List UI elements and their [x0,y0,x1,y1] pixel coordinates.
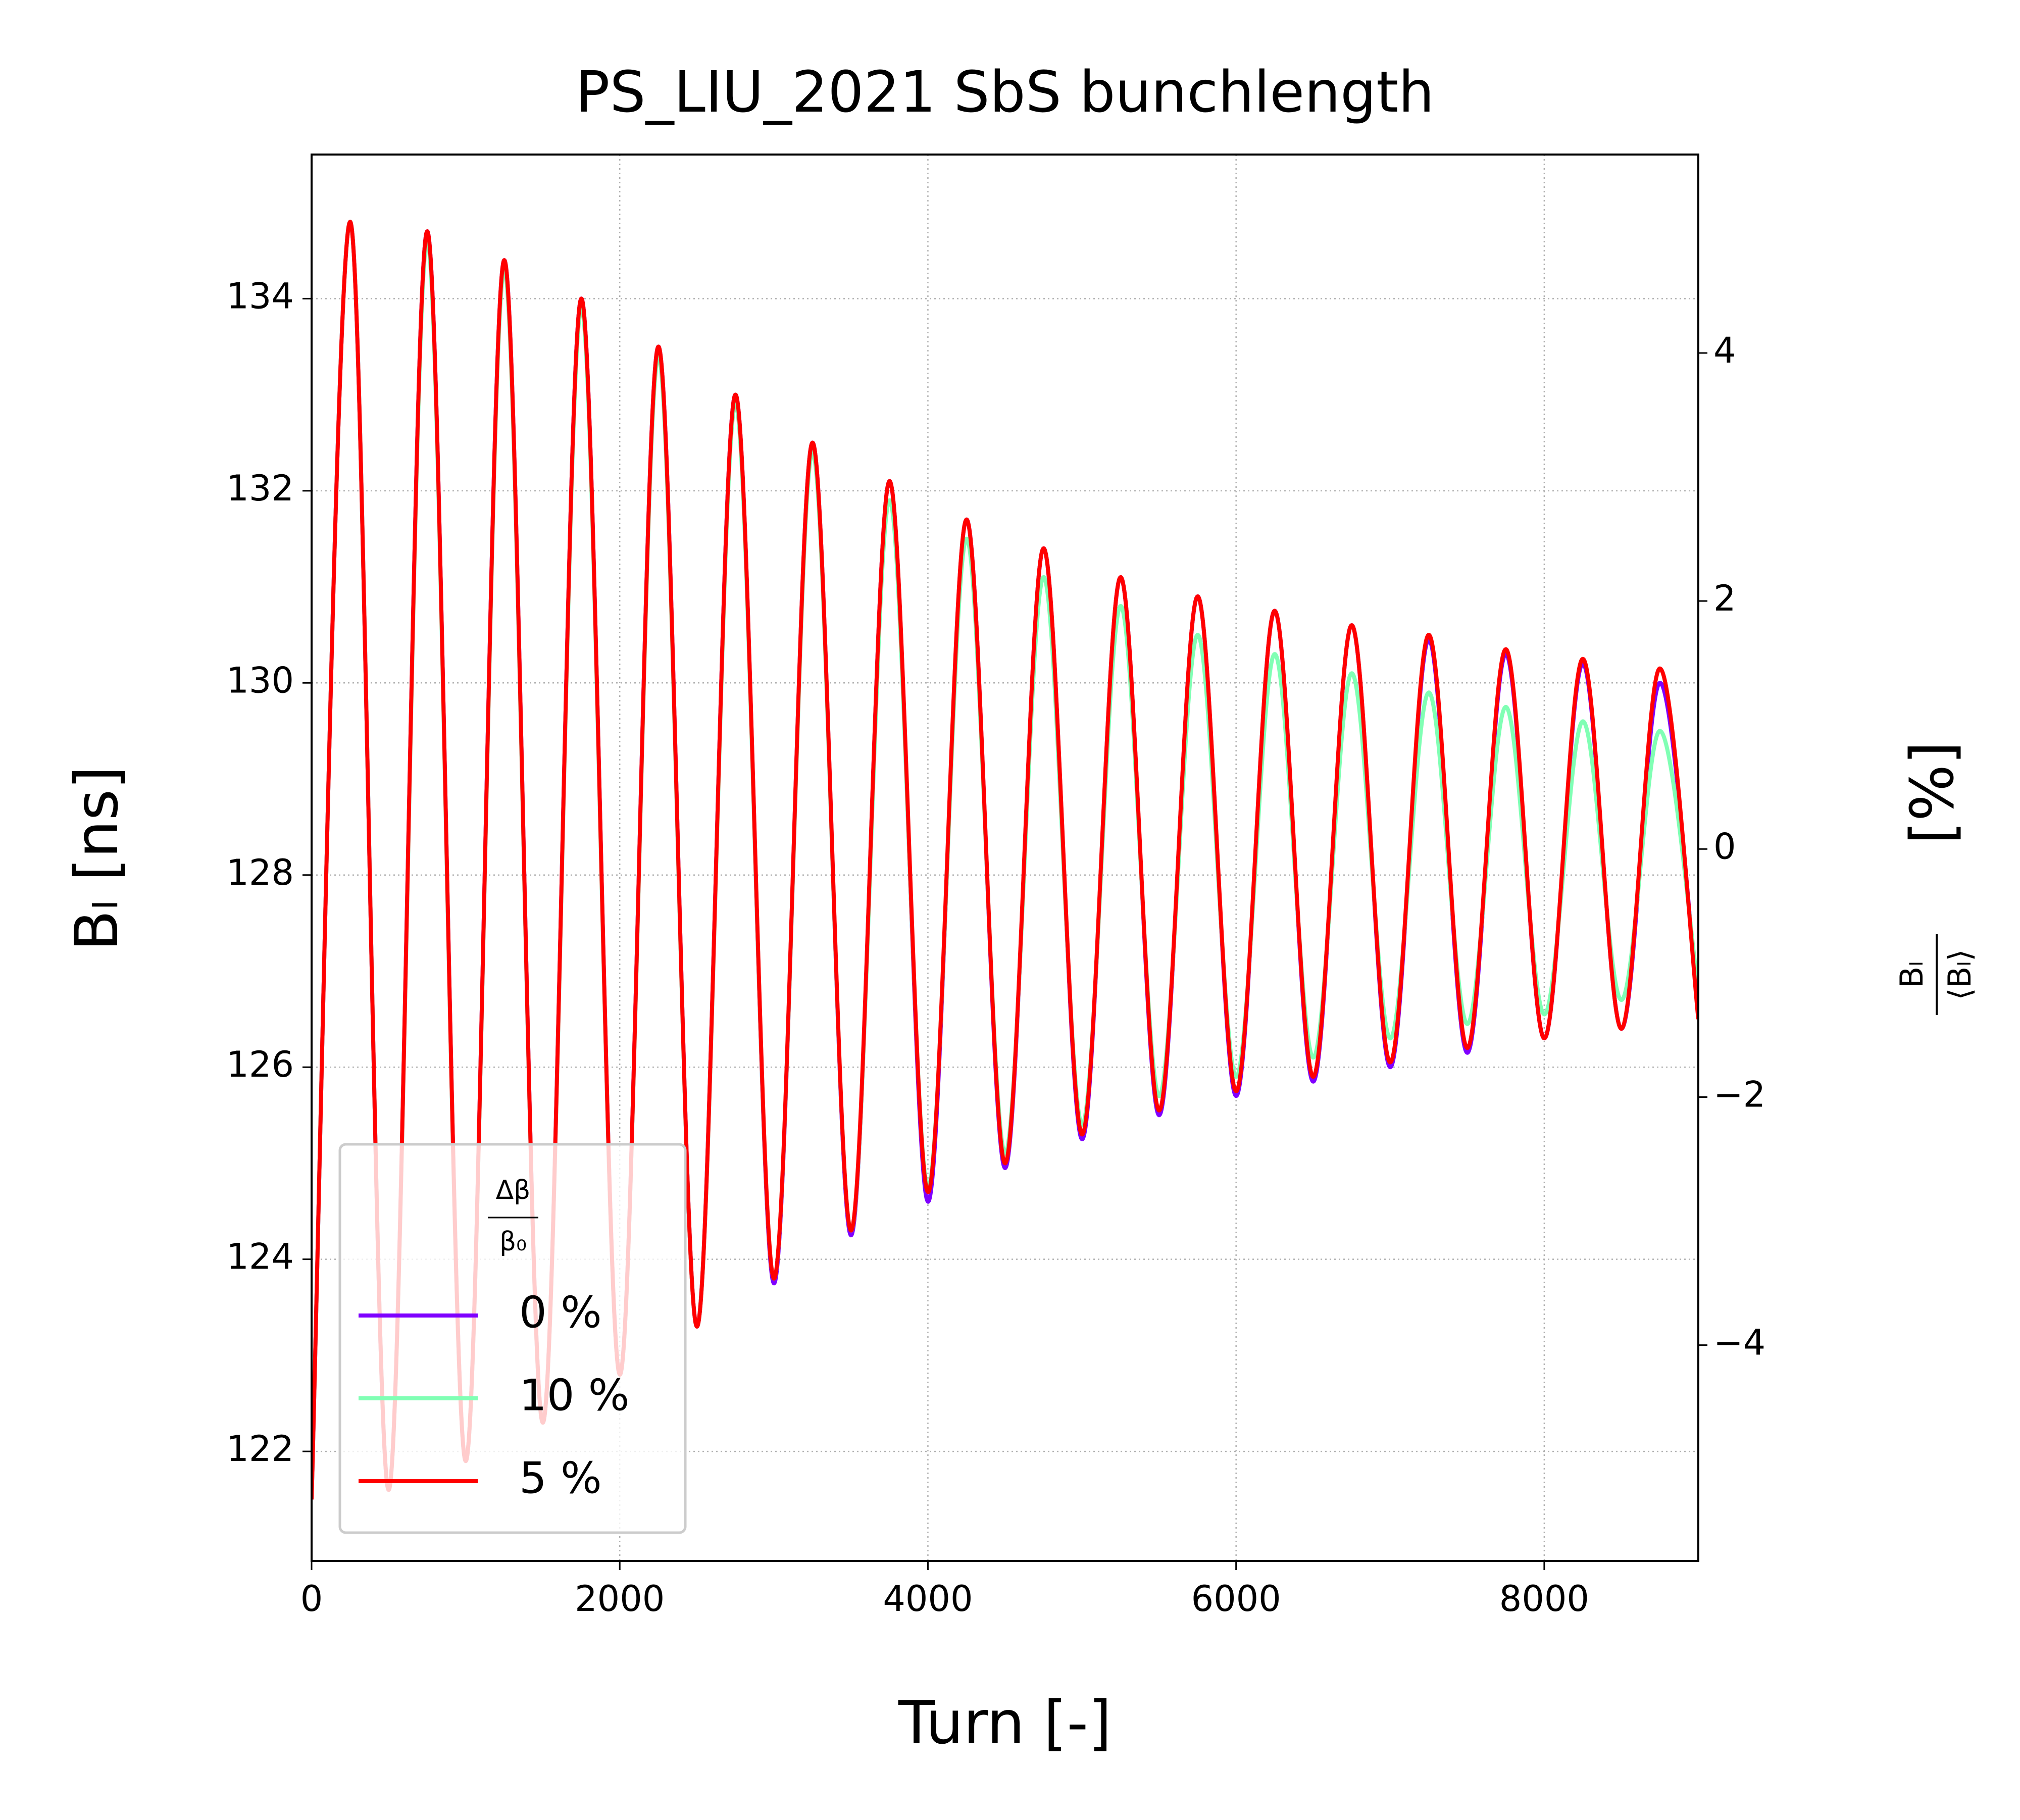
y-tick-label: 124 [226,1236,294,1278]
legend-label: 0 % [519,1287,602,1338]
y2-tick-label: 4 [1713,330,1736,371]
legend-label: 10 % [519,1370,630,1421]
legend-items: 0 % 10 % 5 % [359,1287,630,1503]
y-tick-label: 128 [226,852,294,893]
y2-label-unit: [%] [1897,741,1967,844]
legend-label: 5 % [519,1453,602,1503]
y-tick-label: 122 [226,1428,294,1470]
y2-tick-label: 2 [1713,578,1736,619]
y2-tick-label: −4 [1713,1322,1765,1363]
y2-label-numerator: Bₗ [1893,962,1930,988]
legend: Δβ β₀ 0 % 10 % 5 % [338,1143,687,1534]
y-tick-label: 132 [226,468,294,509]
legend-box [338,1143,687,1534]
x-tick-label: 2000 [575,1578,665,1620]
legend-title-denominator: β₀ [499,1227,527,1257]
x-axis-label: Turn [-] [898,1688,1112,1757]
x-tick-label: 8000 [1499,1578,1589,1620]
plot-area [311,155,1698,1561]
y-tick-label: 130 [226,660,294,701]
y2-tick-label: −2 [1713,1074,1765,1116]
x-tick-label: 4000 [883,1578,973,1620]
legend-title-numerator: Δβ [496,1175,531,1205]
y2-label-denominator: ⟨Bₗ⟩ [1941,949,1978,1000]
y2-axis-label: Bₗ ⟨Bₗ⟩ [%] [1893,741,1978,1015]
x-tick-label: 0 [300,1578,323,1620]
y-tick-label: 126 [226,1044,294,1085]
y-tick-label: 134 [226,275,294,317]
y-axis-label: Bₗ [ns] [62,766,131,951]
series-line [312,220,1698,1500]
axes-frame [311,154,1699,1562]
chart-title: PS_LIU_2021 SbS bunchlength [576,60,1434,125]
x-tick-label: 6000 [1191,1578,1281,1620]
y2-tick-label: 0 [1713,826,1736,867]
